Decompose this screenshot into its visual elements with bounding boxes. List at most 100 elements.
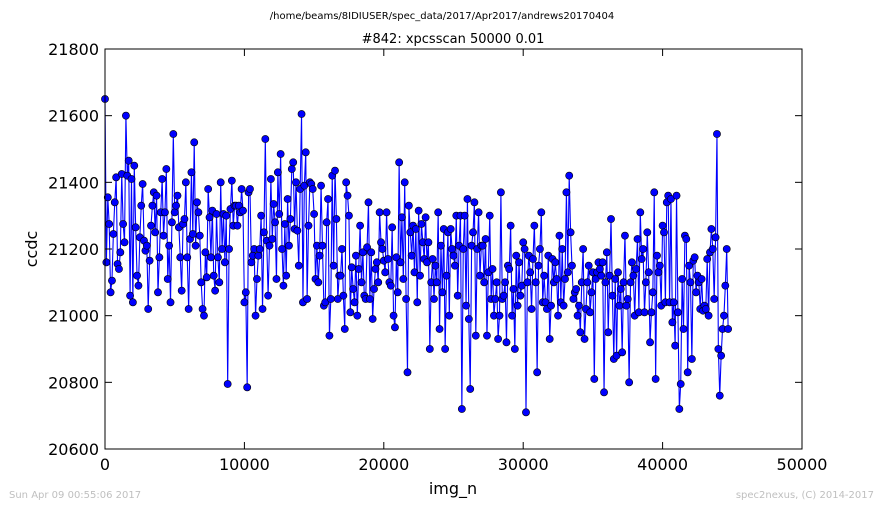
- data-point: [130, 161, 139, 170]
- data-point: [413, 298, 422, 307]
- data-point: [193, 198, 201, 207]
- data-point: [188, 230, 197, 238]
- data-point: [200, 311, 208, 320]
- data-point: [653, 251, 661, 260]
- data-point: [711, 233, 720, 242]
- data-point: [430, 295, 438, 303]
- data-point: [155, 253, 164, 262]
- data-point: [650, 188, 659, 197]
- data-point: [225, 245, 233, 253]
- data-point: [332, 215, 341, 223]
- data-point: [251, 311, 260, 320]
- data-point: [338, 245, 346, 253]
- data-point: [381, 268, 390, 277]
- data-point: [119, 220, 128, 228]
- data-point: [562, 188, 571, 197]
- data-point: [301, 148, 310, 157]
- data-point: [372, 258, 381, 267]
- data-point: [318, 241, 327, 250]
- data-point: [103, 193, 112, 202]
- data-point: [257, 211, 266, 220]
- data-point: [559, 301, 568, 310]
- data-point: [545, 335, 554, 343]
- data-point: [368, 315, 377, 323]
- data-point: [516, 291, 525, 300]
- x-tick-label: 0: [100, 455, 110, 474]
- data-point: [480, 278, 489, 287]
- data-point: [485, 211, 494, 220]
- data-point: [358, 248, 367, 257]
- data-point: [499, 291, 508, 300]
- data-point: [470, 198, 479, 207]
- data-point: [414, 206, 423, 215]
- data-point: [646, 338, 654, 347]
- data-point: [173, 191, 182, 200]
- data-point: [105, 220, 114, 228]
- data-point: [633, 235, 642, 243]
- data-point: [604, 328, 613, 337]
- data-point: [169, 130, 178, 138]
- data-point: [614, 268, 622, 277]
- data-point: [144, 305, 153, 313]
- data-point: [509, 285, 518, 293]
- footer-timestamp: Sun Apr 09 00:55:06 2017: [9, 490, 141, 501]
- data-point: [152, 191, 161, 200]
- data-point: [697, 275, 706, 283]
- data-point: [273, 168, 282, 177]
- series-layer: [101, 95, 733, 417]
- data-point: [598, 258, 607, 267]
- data-point: [264, 291, 272, 300]
- data-point: [265, 241, 274, 250]
- data-point: [703, 255, 712, 263]
- data-point: [317, 181, 325, 190]
- data-point: [463, 195, 472, 203]
- data-point: [151, 228, 160, 237]
- data-point: [120, 238, 129, 247]
- data-point: [531, 278, 540, 287]
- data-point: [363, 243, 371, 252]
- data-point: [573, 311, 582, 320]
- data-point: [239, 206, 247, 215]
- data-point: [623, 295, 632, 303]
- data-point: [431, 261, 440, 270]
- data-point: [523, 278, 532, 287]
- data-point: [243, 383, 252, 392]
- data-point: [660, 228, 668, 237]
- data-point: [303, 295, 312, 303]
- data-point: [611, 275, 620, 283]
- data-point: [448, 245, 457, 253]
- data-point: [587, 288, 596, 297]
- data-point: [608, 291, 617, 300]
- data-point: [491, 295, 500, 303]
- x-axis-label: img_n: [429, 479, 477, 499]
- data-point: [126, 291, 134, 300]
- data-point: [237, 185, 246, 193]
- data-point: [181, 178, 190, 187]
- data-point: [269, 200, 278, 208]
- data-point: [177, 286, 186, 295]
- data-point: [282, 271, 291, 280]
- data-point: [247, 258, 256, 267]
- data-point: [399, 275, 408, 283]
- data-point: [678, 275, 687, 283]
- data-point: [115, 265, 123, 273]
- data-point: [194, 208, 203, 217]
- data-point: [176, 253, 185, 262]
- data-point: [445, 311, 454, 320]
- data-point: [158, 175, 167, 183]
- data-point: [643, 228, 652, 237]
- data-point: [289, 158, 298, 167]
- data-point: [209, 271, 218, 280]
- x-tick-label: 10000: [219, 455, 270, 474]
- data-point: [714, 345, 723, 353]
- data-point: [417, 220, 426, 228]
- data-point: [400, 178, 409, 187]
- data-point: [314, 278, 323, 287]
- data-point: [658, 221, 667, 230]
- data-point: [644, 268, 653, 277]
- data-point: [629, 271, 638, 280]
- data-point: [349, 285, 358, 293]
- data-point: [195, 231, 204, 240]
- data-point: [272, 275, 281, 283]
- data-point: [432, 278, 441, 287]
